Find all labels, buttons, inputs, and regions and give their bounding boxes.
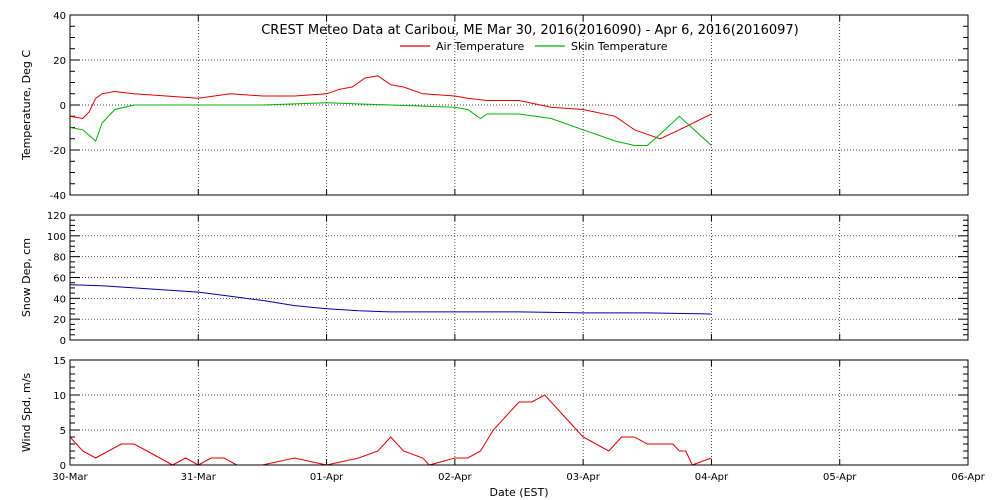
y-tick-label: 40: [53, 11, 66, 22]
panel-frame: [69, 214, 969, 341]
x-axis-label: Date (EST): [489, 486, 548, 499]
y-axis-label: Temperature, Deg C: [20, 50, 33, 161]
x-tick-label: 02-Apr: [438, 472, 472, 483]
series-line-0-0: [69, 75, 712, 140]
y-tick-label: 100: [47, 232, 66, 243]
series-line-2-0: [69, 394, 712, 466]
panel-2: 15 10 5 0 Wind Spd, m/s: [20, 356, 969, 472]
y-tick-label: 0: [60, 336, 66, 347]
x-tick-label: 03-Apr: [566, 472, 600, 483]
y-tick-label: 40: [53, 294, 66, 305]
y-tick-label: 15: [53, 356, 66, 367]
y-tick-label: -20: [50, 146, 66, 157]
x-tick-label: 30-Mar: [52, 472, 88, 483]
x-tick-label: 04-Apr: [695, 472, 729, 483]
panel-1: 120 100 80 60 40 20 0 Snow Dep, cm: [20, 211, 969, 347]
legend-label: Skin Temperature: [571, 40, 668, 53]
y-tick-label: 60: [53, 274, 66, 285]
y-tick-label: 0: [60, 101, 66, 112]
y-tick-label: 0: [60, 461, 66, 472]
y-tick-label: 5: [60, 426, 66, 437]
y-tick-label: -40: [50, 191, 66, 202]
y-tick-label: 80: [53, 253, 66, 264]
panel-frame: [69, 14, 969, 196]
x-tick-label: 01-Apr: [310, 472, 344, 483]
y-axis-label: Wind Spd, m/s: [20, 373, 33, 453]
series-line-0-1: [69, 102, 712, 146]
y-tick-label: 10: [53, 391, 66, 402]
legend: Air Temperature Skin Temperature: [400, 40, 668, 53]
y-axis-label: Snow Dep, cm: [20, 238, 33, 317]
y-tick-label: 20: [53, 315, 66, 326]
y-tick-label: 120: [47, 211, 66, 222]
chart-title: CREST Meteo Data at Caribou, ME Mar 30, …: [261, 23, 799, 38]
panel-0: 40 20 0 -20 -40 Temperature, Deg C: [20, 11, 969, 202]
x-tick-label: 31-Mar: [181, 472, 217, 483]
x-tick-label: 05-Apr: [823, 472, 857, 483]
series-line-1-0: [69, 284, 712, 315]
panel-frame: [69, 359, 969, 466]
x-tick-label: 06-Apr: [951, 472, 985, 483]
legend-label: Air Temperature: [436, 40, 525, 53]
y-tick-label: 20: [53, 56, 66, 67]
